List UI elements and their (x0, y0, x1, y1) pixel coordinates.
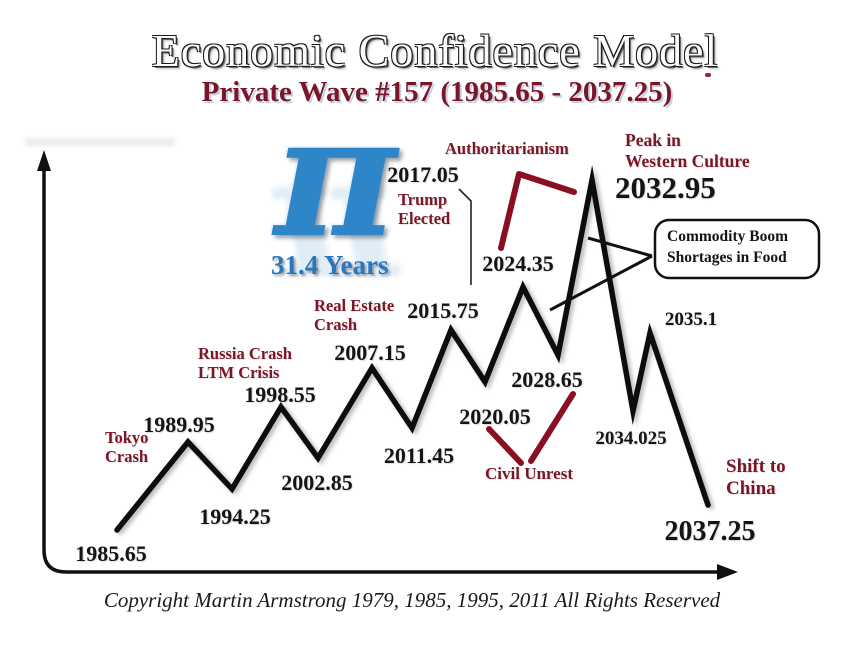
label-2007-15: 2007.15 (334, 340, 406, 365)
label-1998-55: 1998.55 (244, 382, 316, 407)
label-1994-25: 1994.25 (199, 504, 271, 529)
label-2020-05: 2020.05 (459, 404, 531, 429)
label-2032-95: 2032.95 (615, 170, 716, 205)
red-dot-artifact (705, 73, 711, 77)
annotation-shift-to-china: Shift to China (726, 456, 786, 500)
label-2024-35: 2024.35 (482, 251, 554, 276)
leader-line-2017 (458, 188, 472, 285)
label-2035-1: 2035.1 (664, 309, 718, 330)
annotation-tokyo-crash: Tokyo Crash (105, 428, 149, 467)
civil-unrest-mark-left (486, 426, 524, 466)
commodity-callout-box (653, 218, 821, 280)
faded-smudge-artifact (25, 138, 175, 146)
ecm-wave-line (114, 164, 711, 533)
annotation-authoritarianism: Authoritarianism (445, 139, 569, 158)
label-1985-65: 1985.65 (75, 541, 147, 566)
label-2034-025: 2034.025 (595, 428, 667, 449)
commodity-arrow-lower (549, 254, 653, 312)
annotation-trump-elected: Trump Elected (398, 190, 451, 229)
civil-unrest-mark-right (528, 391, 576, 464)
label-1989-95: 1989.95 (143, 412, 215, 437)
axes-line (42, 163, 719, 574)
pi-symbol: π (274, 77, 397, 275)
pi-caption: 31.4 Years (271, 250, 389, 280)
label-2017-05: 2017.05 (387, 162, 459, 187)
annotation-real-estate-crash: Real Estate Crash (314, 296, 395, 335)
label-2028-65: 2028.65 (511, 367, 583, 392)
y-axis-arrowhead (37, 150, 51, 171)
authoritarianism-mark (498, 171, 577, 251)
label-2011-45: 2011.45 (383, 443, 455, 468)
page-subtitle: Private Wave #157 (1985.65 - 2037.25) (201, 76, 673, 108)
label-2002-85: 2002.85 (281, 470, 353, 495)
commodity-callout-text: Commodity Boom Shortages in Food (667, 228, 788, 266)
label-2015-75: 2015.75 (407, 298, 479, 323)
annotation-russia-crash: Russia Crash LTM Crisis (198, 344, 292, 383)
annotation-civil-unrest: Civil Unrest (485, 464, 573, 483)
label-2037-25: 2037.25 (664, 516, 756, 547)
page-title: Economic Confidence Model (151, 25, 719, 76)
annotation-peak-western-culture: Peak in Western Culture (625, 130, 750, 171)
x-axis-arrowhead (717, 564, 738, 580)
copyright-notice: Copyright Martin Armstrong 1979, 1985, 1… (103, 588, 721, 612)
commodity-arrow-upper (587, 236, 653, 258)
